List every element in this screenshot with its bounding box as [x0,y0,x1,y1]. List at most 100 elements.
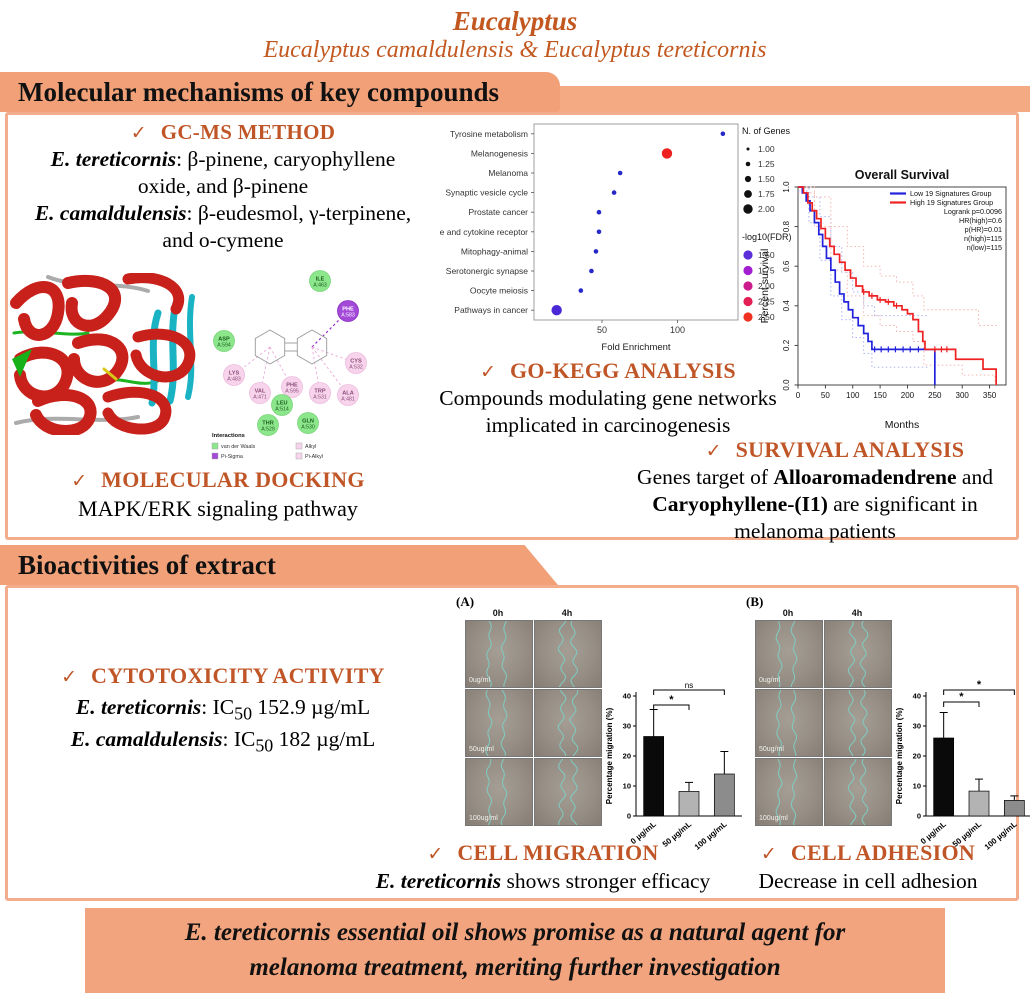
gcms-line1: E. tereticornis: β-pinene, caryophyllene [8,147,438,172]
svg-text:150: 150 [873,391,887,400]
svg-text:Mitophagy-animal: Mitophagy-animal [461,246,528,256]
adhesion-heading: CELL ADHESION [790,840,976,865]
svg-text:A:530: A:530 [301,425,315,431]
adhesion-microscopy-grid: 0h 4h 0ug/ml 50ug/ml 100ug/ml [755,608,892,826]
svg-text:-log10(FDR): -log10(FDR) [742,232,792,242]
gcms-heading: GC-MS METHOD [160,120,336,144]
cytotoxicity-line1: E. tereticornis: IC50 152.9 µg/mL [8,695,438,724]
timepoint-header: 0h [782,608,794,618]
scratch-assay-image: 50ug/ml [465,689,533,757]
svg-text:10: 10 [623,782,631,791]
survival-heading-row: ✓ SURVIVAL ANALYSIS [648,437,1022,463]
section1-header-tab [0,72,560,112]
section2-header-bar: Bioactivities of extract [0,545,1030,585]
survival-line1-pre: Genes target of [637,465,774,489]
svg-text:0: 0 [917,812,921,821]
survival-line3: melanoma patients [734,519,896,543]
svg-text:Pathways in cancer: Pathways in cancer [454,305,528,315]
scratch-assay-image: 100ug/ml [755,758,823,826]
svg-text:Melanogenesis: Melanogenesis [471,148,528,158]
svg-text:Alkyl: Alkyl [305,444,316,450]
gokegg-heading-row: ✓ GO-KEGG ANALYSIS [408,358,808,384]
section2-header-tab [0,545,558,585]
protein-structure-image [8,273,206,435]
cytotoxicity-species2: E. camaldulensis [70,727,223,751]
svg-text:A:514: A:514 [275,407,289,413]
gcms-line1-rest: : β-pinene, caryophyllene [176,147,396,171]
svg-text:HR(high)=0.6: HR(high)=0.6 [959,216,1002,225]
docking-heading: MOLECULAR DOCKING [101,467,365,492]
svg-text:30: 30 [623,722,631,731]
concentration-label: 100ug/ml [469,815,498,822]
svg-text:0.2: 0.2 [782,339,791,351]
check-icon: ✓ [480,361,497,383]
svg-text:Percentage migration (%): Percentage migration (%) [895,707,904,804]
kegg-bubble-chart: 50 100 Fold Enrichment Tyrosine metabolism M… [440,123,792,353]
migration-text-rest: shows stronger efficacy [501,869,711,893]
svg-text:30: 30 [913,722,921,731]
svg-text:1.25: 1.25 [758,159,775,169]
cytotoxicity-l2-value: 182 µg/mL [273,727,376,751]
svg-text:2.00: 2.00 [758,204,775,214]
svg-text:THR: THR [262,421,274,427]
panel-b-label: (B) [746,594,764,609]
svg-text:Months: Months [885,419,919,431]
svg-text:ALA: ALA [342,391,354,397]
svg-text:40: 40 [913,692,921,701]
genus-title: Eucalyptus [452,6,578,36]
concentration-label: 100ug/ml [759,815,788,822]
migration-species: E. tereticornis [375,869,502,893]
svg-text:2.25: 2.25 [758,297,775,307]
svg-text:350: 350 [983,391,997,400]
svg-text:0: 0 [796,391,801,400]
cytotoxicity-heading-row: ✓ CYTOTOXICITY ACTIVITY [8,663,438,689]
svg-text:p(HR)=0.01: p(HR)=0.01 [965,225,1002,234]
section2-box: ✓ CYTOTOXICITY ACTIVITY E. tereticornis: … [5,585,1030,901]
svg-text:A:531: A:531 [313,395,327,401]
concentration-label: 50ug/ml [469,746,494,753]
concentration-label: 0ug/ml [469,677,491,684]
svg-text:ns: ns [685,681,693,690]
migration-microscopy-grid: 0h 4h 0ug/ml 50ug/ml 100ug/ml [465,608,602,826]
concentration-label: 50ug/ml [759,746,784,753]
survival-line2: Caryophyllene-(I1) are significant in [608,492,1022,517]
svg-text:200: 200 [901,391,915,400]
gokegg-heading: GO-KEGG ANALYSIS [510,358,736,383]
timepoint-header: 4h [561,608,573,618]
svg-text:Tyrosine metabolism: Tyrosine metabolism [450,129,528,139]
svg-text:N. of Genes: N. of Genes [742,126,791,136]
section1-header-strip [540,86,1030,112]
gcms-line4: and o-cymene [162,228,284,252]
section1-header-bar: Molecular mechanisms of key compounds [0,72,1030,112]
gcms-line3: E. camaldulensis: β-eudesmol, γ-terpinen… [8,201,438,226]
svg-text:250: 250 [928,391,942,400]
svg-text:Melanoma: Melanoma [488,168,528,178]
svg-text:ILE: ILE [316,277,325,283]
svg-text:*: * [959,691,964,703]
section1-box: ✓ GC-MS METHOD E. tereticornis: β-pinene,… [5,112,1022,543]
svg-text:1.0: 1.0 [782,181,791,193]
scratch-assay-image [824,758,892,826]
survival-line2-post: are significant in [827,492,978,516]
svg-text:1.75: 1.75 [758,266,775,276]
check-icon: ✓ [130,122,147,144]
timepoint-header: 4h [851,608,863,618]
svg-text:Oocyte meiosis: Oocyte meiosis [470,286,528,296]
scratch-assay-image [534,689,602,757]
ligand-interaction-diagram: ILEA:463PHEA:583ASPA:594CYSA:532LYSA:483… [208,265,380,465]
cytotoxicity-line2: E. camaldulensis: IC50 182 µg/mL [8,727,438,756]
panel-a-label: (A) [456,594,475,609]
svg-text:LYS: LYS [229,371,240,377]
section1-header-title: Molecular mechanisms of key compounds [18,77,500,107]
svg-text:100: 100 [846,391,860,400]
svg-text:n(low)=115: n(low)=115 [967,243,1002,252]
svg-text:10: 10 [913,782,921,791]
svg-text:0: 0 [627,812,631,821]
scratch-assay-image: 0ug/ml [755,620,823,688]
cytotoxicity-l1-value: 152.9 µg/mL [252,695,371,719]
scratch-assay-image [824,689,892,757]
section2-header-title: Bioactivities of extract [18,550,276,580]
gokegg-line1: Compounds modulating gene networks [439,386,777,410]
